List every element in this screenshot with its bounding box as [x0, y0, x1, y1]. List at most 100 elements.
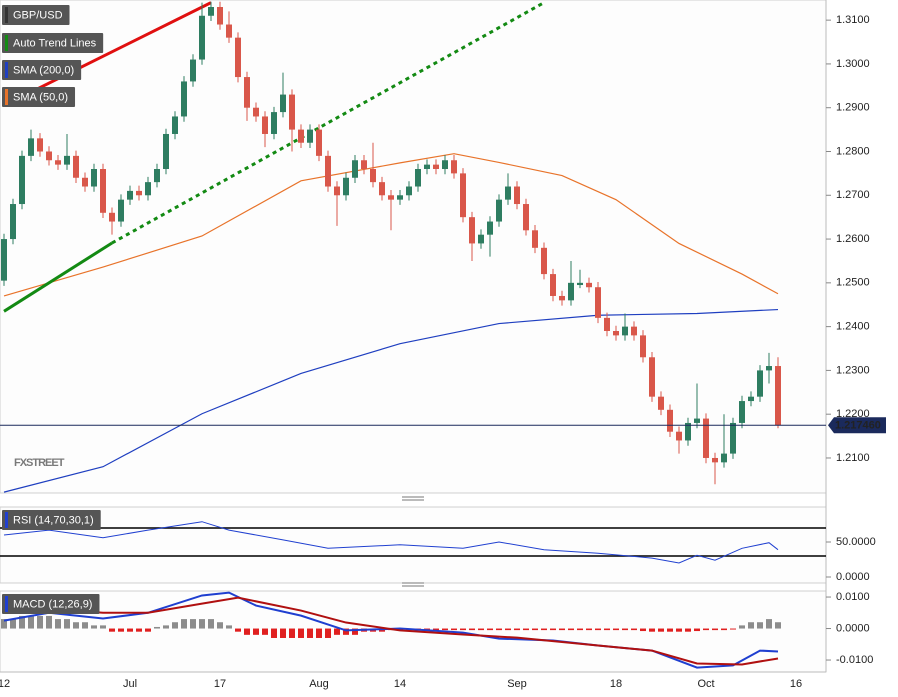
histogram-bar — [163, 625, 169, 629]
histogram-bar — [334, 628, 340, 635]
histogram-bar — [730, 628, 736, 630]
x-tick-label: 17 — [214, 678, 226, 690]
panel-grip — [402, 496, 424, 587]
histogram-bar — [280, 628, 286, 638]
candle-body — [235, 37, 241, 78]
legend-entry: MACD (12,26,9) — [2, 594, 100, 614]
x-tick-label: Aug — [309, 678, 329, 690]
histogram-bar — [460, 628, 466, 631]
candle-body — [622, 326, 628, 336]
rsi-line — [3, 521, 779, 564]
legend-label: GBP/USD — [13, 9, 63, 21]
legend-box — [2, 510, 101, 530]
candle-body — [676, 431, 682, 441]
candle-body — [478, 234, 484, 244]
candle-body — [766, 366, 772, 371]
candle-body — [424, 164, 430, 170]
histogram-bar — [154, 626, 160, 629]
histogram-bar — [712, 628, 718, 631]
histogram-bar — [559, 628, 565, 631]
histogram-bar — [532, 628, 538, 631]
y-tick-label: 50.0000 — [836, 536, 876, 548]
candle-body — [289, 94, 295, 130]
candle-body — [460, 173, 466, 218]
x-tick-label: 18 — [610, 678, 622, 690]
legend-label: SMA (50,0) — [13, 91, 68, 103]
x-tick-label: 12 — [0, 678, 10, 690]
histogram-bar — [640, 628, 646, 632]
y-tick-label: 1.2800 — [836, 145, 870, 157]
histogram-bar — [604, 628, 610, 631]
histogram-bar — [433, 628, 439, 631]
histogram-bar — [55, 619, 61, 629]
histogram-bar — [676, 628, 682, 632]
candle-body — [442, 160, 448, 170]
last-price-label: 1.217460 — [835, 420, 881, 432]
legend-entry: RSI (14,70,30,1) — [2, 510, 101, 530]
candle-body — [532, 230, 538, 248]
candle-body — [100, 169, 106, 213]
candle-body — [127, 190, 133, 200]
candle-body — [82, 177, 88, 187]
candle-body — [262, 116, 268, 134]
histogram-bar — [37, 615, 43, 629]
candle-body — [703, 418, 709, 458]
candle-body — [253, 107, 259, 117]
histogram-bar — [649, 628, 655, 632]
price-panel — [0, 0, 827, 494]
histogram-bar — [748, 622, 754, 629]
macd-line — [3, 596, 779, 666]
y-tick-label: 1.2900 — [836, 102, 870, 114]
y-tick-label: 1.3000 — [836, 58, 870, 70]
candle-body — [1, 239, 7, 281]
candle-body — [226, 24, 232, 38]
candle-body — [631, 326, 637, 336]
histogram-bar — [622, 628, 628, 631]
candle-body — [568, 282, 574, 301]
histogram-bar — [685, 628, 691, 632]
candle-body — [316, 129, 322, 156]
histogram-bar — [136, 628, 142, 632]
last-price-box — [828, 417, 886, 434]
candle-body — [487, 221, 493, 235]
histogram-bar — [91, 625, 97, 629]
legend-entry: Auto Trend Lines — [2, 33, 104, 53]
y-tick-label: 1.3100 — [836, 14, 870, 26]
histogram-bar — [226, 625, 232, 629]
histogram-bar — [208, 619, 214, 629]
y-tick-label: 1.2300 — [836, 364, 870, 376]
histogram-bar — [19, 615, 25, 629]
histogram-bar — [595, 628, 601, 631]
candle-body — [199, 15, 205, 60]
histogram-bar — [694, 628, 700, 632]
legend-label: MACD (12,26,9) — [13, 598, 92, 610]
y-tick-label: 1.2100 — [836, 452, 870, 464]
histogram-bar — [352, 628, 358, 635]
histogram-bar — [10, 619, 16, 629]
x-tick-label: Sep — [507, 678, 527, 690]
candle-body — [613, 331, 619, 336]
candle-body — [388, 195, 394, 200]
rsi-panel — [0, 506, 827, 584]
candle-body — [10, 204, 16, 240]
histogram-bar — [244, 628, 250, 635]
candle-body — [307, 129, 313, 143]
candle-body — [370, 169, 376, 183]
candle-body — [775, 366, 781, 426]
candle-body — [595, 287, 601, 318]
candle-body — [109, 212, 115, 222]
candle-body — [217, 7, 223, 25]
candle-body — [334, 186, 340, 196]
x-tick-label: 16 — [790, 678, 802, 690]
y-tick-label: 1.2700 — [836, 189, 870, 201]
histogram-bar — [775, 622, 781, 629]
sma-line — [3, 153, 779, 297]
histogram-bar — [451, 628, 457, 631]
candle-body — [586, 282, 592, 288]
histogram-bar — [100, 625, 106, 629]
candle-body — [118, 199, 124, 222]
candle-body — [73, 155, 79, 178]
trend-line — [111, 1, 545, 245]
legend-box — [2, 33, 104, 53]
histogram-bar — [172, 622, 178, 629]
